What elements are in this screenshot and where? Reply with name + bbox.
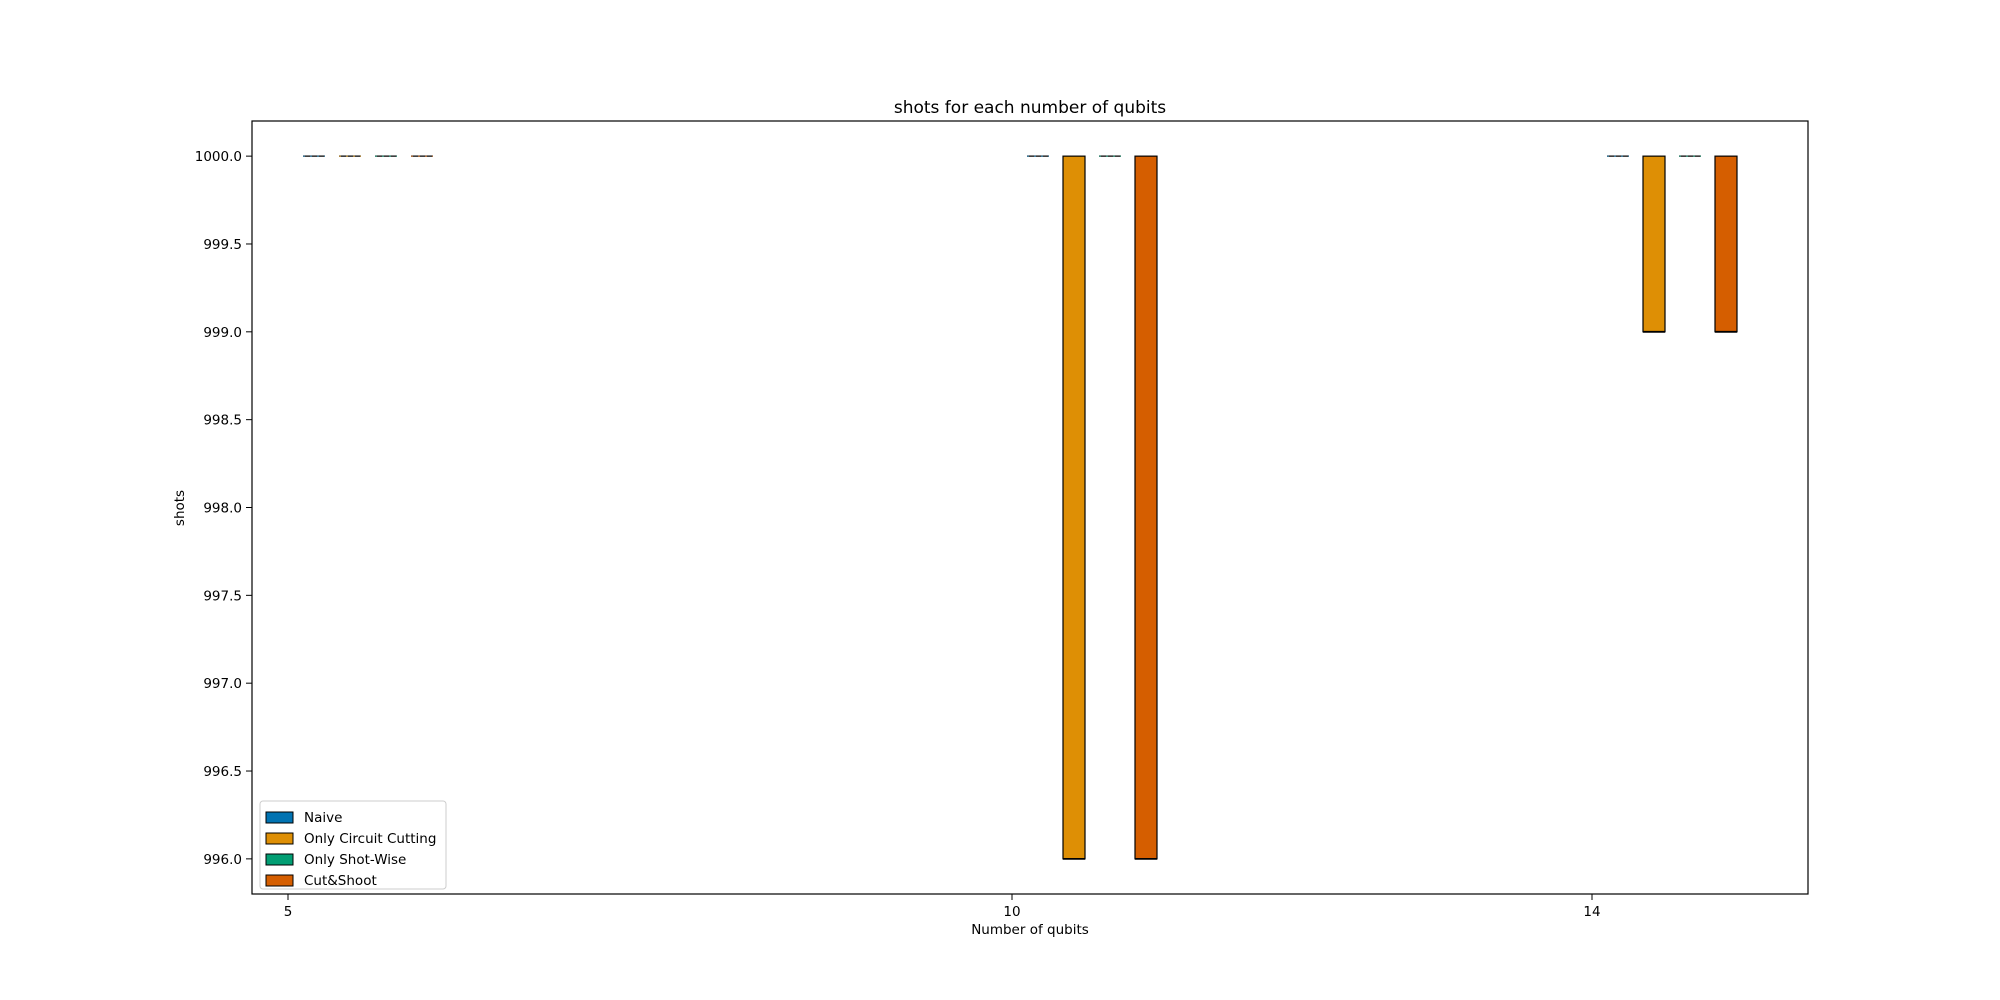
box-only-circuit-cutting-10	[1062, 155, 1086, 860]
chart-title: shots for each number of qubits	[894, 98, 1166, 118]
legend-swatch	[265, 874, 294, 887]
x-axis-label: Number of qubits	[971, 922, 1089, 938]
x-tick-label: 14	[1583, 904, 1600, 920]
legend-label: Only Shot-Wise	[304, 852, 406, 868]
legend: Naive Only Circuit Cutting Only Shot-Wise C…	[259, 800, 447, 890]
y-tick-label: 996.0	[203, 852, 242, 868]
boxes-layer	[303, 155, 1738, 860]
legend-label: Only Circuit Cutting	[304, 831, 436, 847]
x-tick-label: 5	[284, 904, 293, 920]
x-tick-label: 10	[1003, 904, 1020, 920]
box-cut-shoot-10	[1134, 155, 1158, 860]
y-tick-label: 1000.0	[195, 149, 242, 165]
y-tick-label: 997.0	[203, 676, 242, 692]
y-tick-label: 999.5	[203, 237, 242, 253]
box-only-circuit-cutting-14	[1642, 155, 1666, 333]
box-cut-shoot-14	[1714, 155, 1738, 333]
y-axis-label: shots	[172, 490, 188, 526]
legend-item: Naive	[265, 810, 342, 826]
legend-swatch	[265, 832, 294, 845]
legend-frame	[259, 800, 447, 890]
legend-swatch	[265, 811, 294, 824]
y-tick-label: 998.5	[203, 413, 242, 429]
legend-label: Cut&Shoot	[304, 873, 377, 889]
y-tick-label: 996.5	[203, 764, 242, 780]
x-axis: 5 10 14	[284, 894, 1601, 920]
plot-area-frame	[251, 120, 1809, 895]
y-tick-label: 997.5	[203, 588, 242, 604]
y-tick-label: 999.0	[203, 325, 242, 341]
y-tick-label: 998.0	[203, 501, 242, 517]
legend-item: Only Circuit Cutting	[265, 831, 436, 847]
legend-item: Only Shot-Wise	[265, 852, 406, 868]
legend-swatch	[265, 853, 294, 866]
legend-label: Naive	[304, 810, 342, 826]
legend-item: Cut&Shoot	[265, 873, 377, 889]
y-axis: 996.0 996.5 997.0 997.5 998.0 998.5 999.0 999.5…	[195, 149, 252, 868]
